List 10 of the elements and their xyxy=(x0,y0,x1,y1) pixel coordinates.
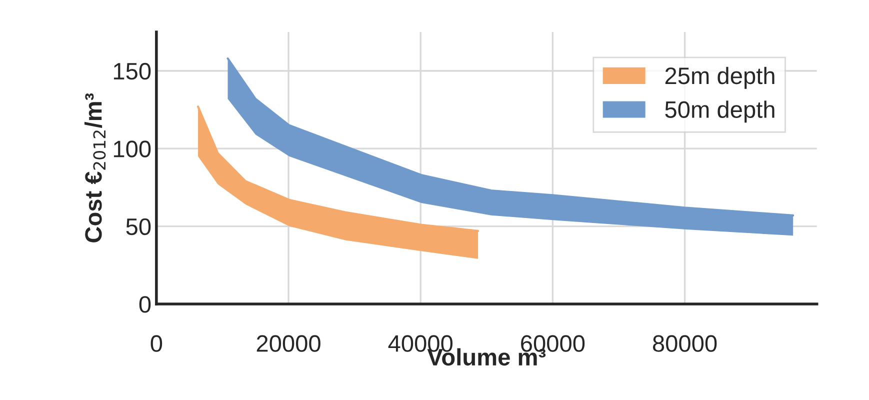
y-tick-label: 100 xyxy=(114,140,151,158)
x-tick-label: 0 xyxy=(150,335,162,352)
x-tick-label: 80000 xyxy=(652,335,717,352)
y-tick-label: 0 xyxy=(139,296,151,313)
legend-label: 25m depth xyxy=(665,66,774,89)
x-tick-label: 20000 xyxy=(256,335,320,352)
y-tick-label: 50 xyxy=(126,218,151,236)
legend-label: 50m depth xyxy=(665,100,774,123)
y-axis-title: Cost €$_{2012}$/m³ xyxy=(84,93,106,242)
y-tick-label: 150 xyxy=(114,62,151,80)
